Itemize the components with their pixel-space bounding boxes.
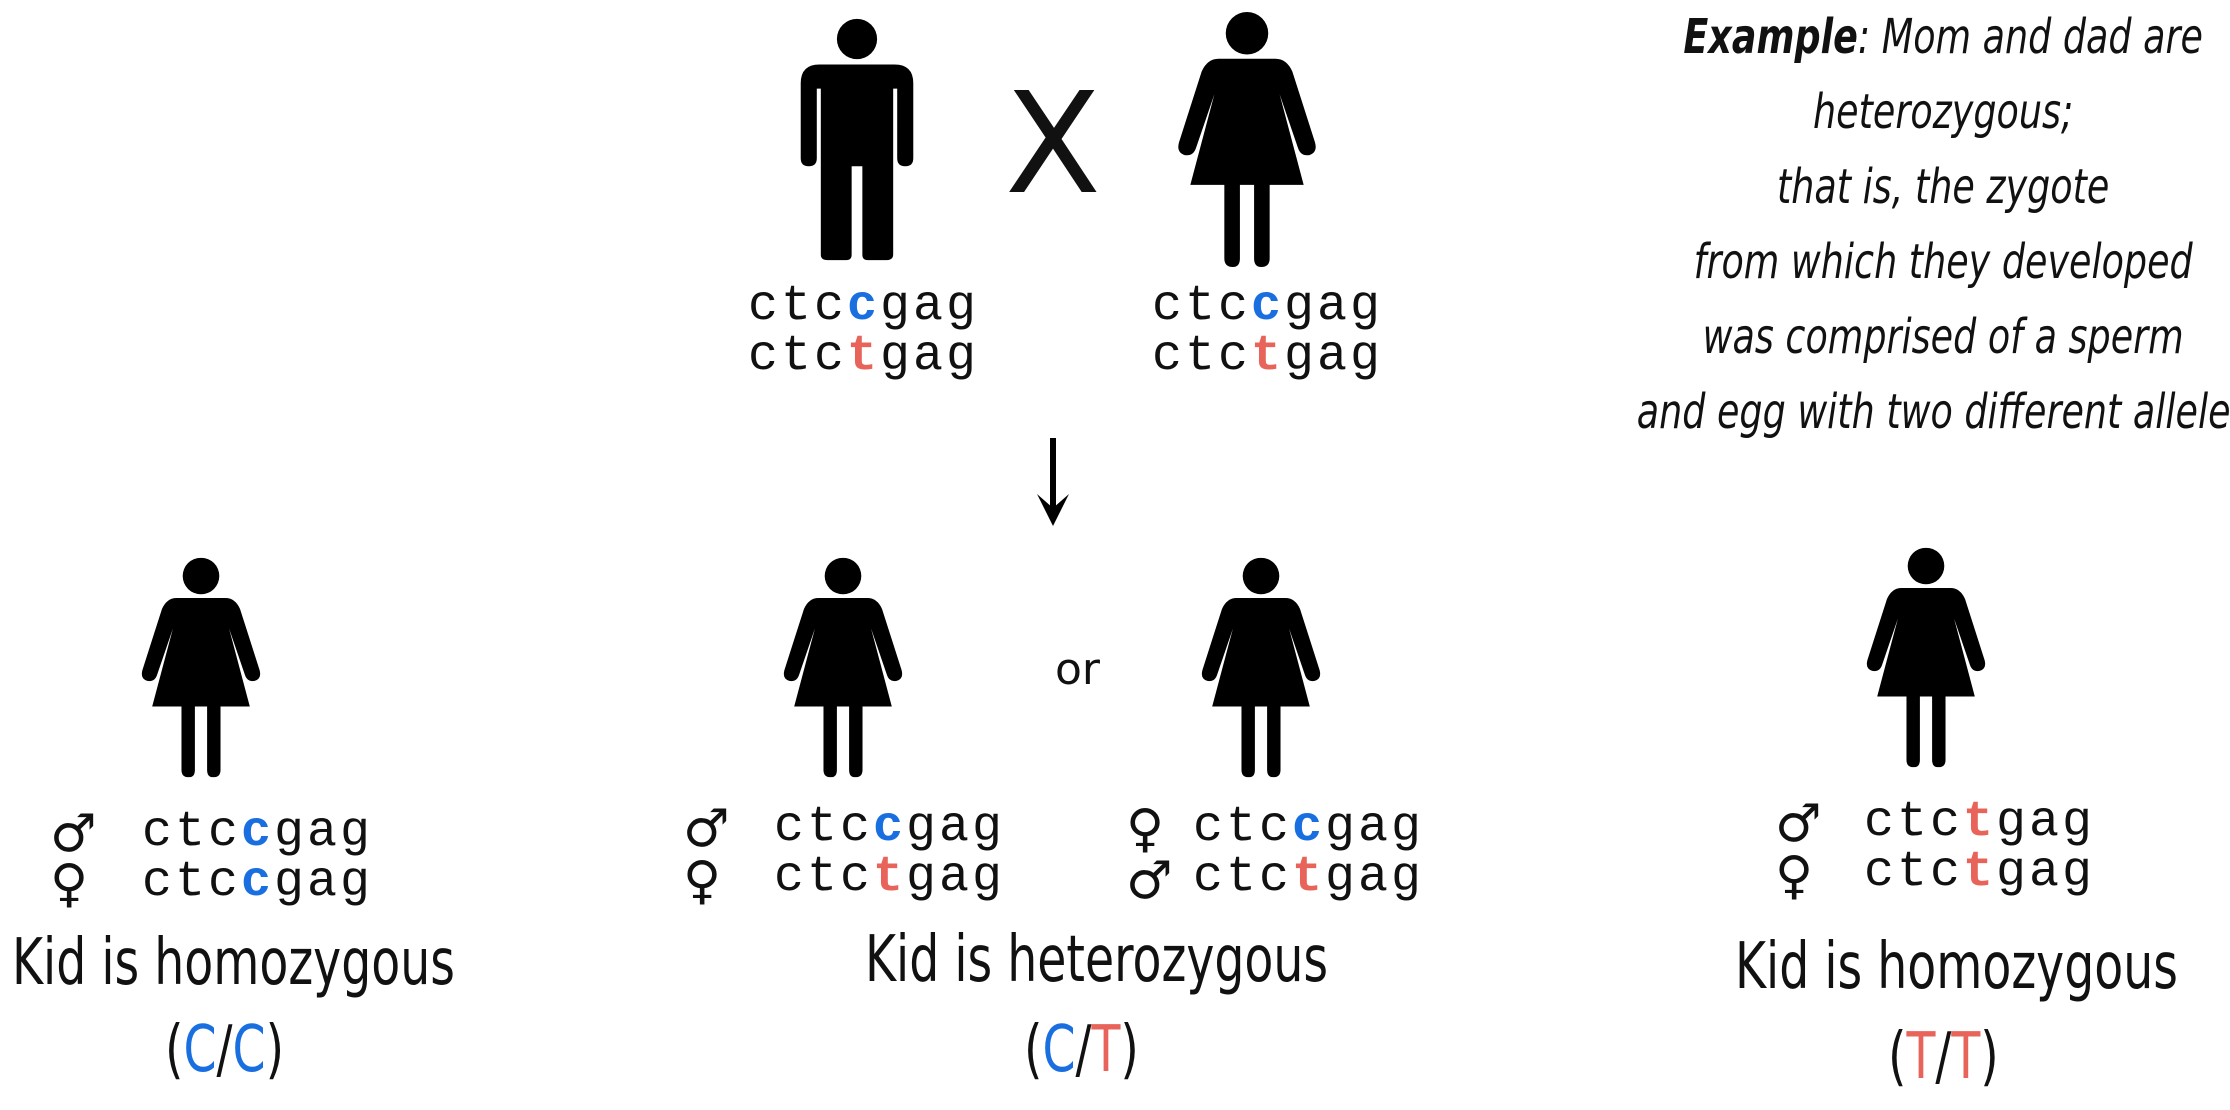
note-line-6: and egg with two different alleles [1636,384,2230,440]
left-kid-sequence-2: ctccgag [142,854,374,911]
middle-kid-genotype: (C/T) [1024,1013,1139,1087]
woman-icon [1168,12,1326,267]
cross-symbol: X [1005,63,1101,226]
down-arrow-icon [1037,438,1069,526]
male-symbol: ♂ [1775,794,1822,854]
right-kid-label: Kid is homozygous [1735,930,2178,1004]
example-note: Example: Mom and dad are heterozygous; t… [1540,0,2230,450]
female-symbol: ♀ [1126,799,1165,859]
right-kid-sequence-2: ctctgag [1864,844,2096,901]
note-line-1: Example: Mom and dad are [1683,9,2203,65]
left-kid-label: Kid is homozygous [12,926,455,1000]
male-symbol: ♂ [1126,851,1173,911]
left-kid-genotype: (C/C) [165,1013,285,1087]
male-symbol: ♂ [50,804,97,864]
right-kid-genotype: (T/T) [1888,1020,1999,1094]
man-icon [790,12,924,267]
woman-icon [1865,530,1987,785]
left-kid-sequence-1: ctccgag [142,804,374,861]
female-symbol: ♀ [1775,846,1814,906]
mom-sequence-2: ctctgag [1152,328,1384,385]
dad-sequence-1: ctccgag [748,278,980,335]
note-line-3: that is, the zygote [1776,159,2110,215]
or-text: or [1055,644,1101,695]
right-kid-sequence-1: ctctgag [1864,794,2096,851]
woman-icon [782,540,904,795]
dad-sequence-2: ctctgag [748,328,980,385]
mom-sequence-1: ctccgag [1152,278,1384,335]
woman-icon [140,540,262,795]
note-line-4: from which they developed [1693,234,2193,290]
male-symbol: ♂ [683,799,730,859]
mid2-kid-sequence-1: ctccgag [1193,799,1425,856]
mid1-kid-sequence-2: ctctgag [774,849,1006,906]
female-symbol: ♀ [50,854,89,914]
mid2-kid-sequence-2: ctctgag [1193,849,1425,906]
woman-icon [1200,540,1322,795]
female-symbol: ♀ [683,851,722,911]
note-line-5: was comprised of a sperm [1702,309,2184,365]
note-line-2: heterozygous; [1813,84,2074,140]
middle-kid-label: Kid is heterozygous [865,923,1329,997]
mid1-kid-sequence-1: ctccgag [774,799,1006,856]
